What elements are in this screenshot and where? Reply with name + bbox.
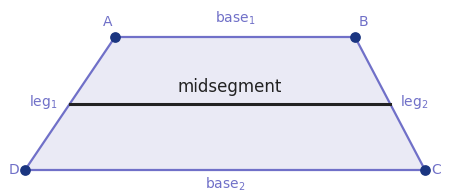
Point xyxy=(112,36,119,39)
Point xyxy=(22,168,29,171)
Text: leg$_{1}$: leg$_{1}$ xyxy=(29,93,58,111)
Text: base$_{1}$: base$_{1}$ xyxy=(215,9,255,27)
Text: midsegment: midsegment xyxy=(178,78,282,95)
Text: base$_{2}$: base$_{2}$ xyxy=(205,175,245,192)
Text: D: D xyxy=(9,163,19,177)
Text: C: C xyxy=(431,163,441,177)
Polygon shape xyxy=(25,37,425,170)
Text: A: A xyxy=(103,15,113,29)
Text: B: B xyxy=(358,15,368,29)
Point xyxy=(421,168,428,171)
Text: leg$_{2}$: leg$_{2}$ xyxy=(400,93,428,111)
Point xyxy=(351,36,359,39)
